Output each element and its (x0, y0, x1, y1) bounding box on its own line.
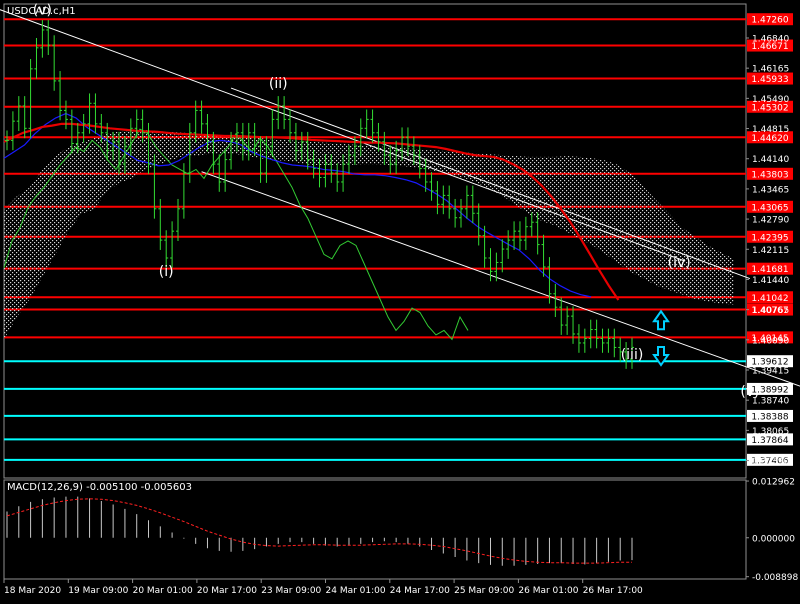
resistance-label: 1.41681 (751, 265, 788, 275)
lagging-line (3, 128, 469, 341)
channel-line (201, 171, 800, 387)
time-label: 19 Mar 09:00 (68, 586, 128, 596)
direction-arrows (652, 309, 670, 367)
time-label: 20 Mar 01:00 (133, 586, 193, 596)
support-levels (4, 360, 746, 461)
resistance-label-box (747, 13, 793, 26)
price-axis: 1.47260 1.46671 1.45933 1.45302 1.44620 1.438… (746, 13, 793, 467)
price-tick-label: 1.42790 (752, 216, 789, 226)
up-arrow-icon (652, 309, 670, 331)
blue-line (3, 112, 592, 298)
price-tick-label: 1.43465 (752, 185, 789, 195)
price-tick-label: 1.46165 (752, 65, 789, 75)
macd-label: MACD(12,26,9) -0.005100 -0.005603 (7, 482, 192, 493)
red-line (3, 122, 620, 301)
support-label-box (747, 355, 793, 368)
support-label: 1.37864 (751, 436, 788, 446)
price-tick-label: 1.45490 (752, 95, 789, 105)
resistance-label: 1.43803 (751, 170, 788, 180)
price-tick-label: 1.39415 (752, 367, 789, 377)
macd-signal-line (6, 498, 632, 564)
wave-label: (i) (159, 264, 174, 280)
price-tick-label: 1.44140 (752, 155, 789, 165)
price-tick-label: 1.46840 (752, 34, 789, 44)
time-axis: 18 Mar 2020 19 Mar 09:00 20 Mar 01:00 20 Ma… (3, 579, 643, 596)
support-label-box (747, 409, 793, 422)
price-tick-label: 1.41440 (752, 276, 789, 286)
wave-label: (v) (33, 2, 52, 18)
indicator-lines (3, 112, 620, 341)
down-arrow-icon (652, 346, 670, 367)
ichimoku-cloud (4, 130, 734, 340)
support-label-box (747, 382, 793, 395)
resistance-label-box (747, 200, 793, 213)
channel-line (0, 9, 686, 262)
price-bars (5, 20, 634, 369)
resistance-label: 1.44620 (751, 134, 788, 144)
resistance-label-box (747, 331, 793, 344)
resistance-label: 1.45933 (751, 75, 788, 85)
time-label: 26 Mar 01:00 (518, 586, 578, 596)
macd-panel-frame (3, 479, 747, 580)
support-label: 1.38992 (751, 385, 788, 395)
time-label: 24 Mar 01:00 (326, 586, 386, 596)
support-label-box (747, 453, 793, 466)
price-tick-label: 1.38065 (752, 427, 789, 437)
support-label: 1.37406 (751, 456, 788, 466)
cloud-area (4, 130, 734, 340)
resistance-label-box (747, 131, 793, 144)
time-label: 24 Mar 17:00 (390, 586, 450, 596)
support-label: 1.38388 (751, 412, 788, 422)
resistance-label-box (747, 303, 793, 316)
time-label: 26 Mar 17:00 (583, 586, 643, 596)
resistance-label-box (747, 100, 793, 113)
macd-series (6, 496, 633, 566)
resistance-label-box (747, 291, 793, 304)
support-label: 1.39612 (751, 358, 788, 368)
resistance-label: 1.41042 (751, 294, 788, 304)
resistance-label: 1.46671 (751, 42, 788, 52)
macd-tick-label: 0.000000 (752, 534, 795, 544)
macd-tick-label: 0.012962 (752, 478, 795, 488)
resistance-label-box (747, 39, 793, 52)
channel-line (230, 87, 751, 280)
resistance-label: 1.43065 (751, 203, 788, 213)
price-tick-label: 1.44815 (752, 125, 789, 135)
trend-channel (0, 9, 800, 387)
price-tick-label: 1.42115 (752, 246, 789, 256)
support-label-box (747, 433, 793, 446)
resistance-label: 1.42395 (751, 233, 788, 243)
resistance-label-box (747, 167, 793, 180)
macd-axis: 0.012962 0.000000 -0.008898 (746, 478, 798, 583)
wave-label: (iv) (668, 255, 691, 271)
time-label: 23 Mar 09:00 (261, 586, 321, 596)
macd-tick-label: -0.008898 (752, 573, 798, 583)
price-tick-label: 1.38740 (752, 397, 789, 407)
resistance-label-box (747, 230, 793, 243)
resistance-label: 1.40767 (751, 306, 788, 316)
resistance-label-box (747, 262, 793, 275)
price-tick-label: 1.40090 (752, 336, 789, 346)
wave-label: (ii) (269, 76, 288, 92)
time-label: 18 Mar 2020 (4, 586, 61, 596)
time-label: 25 Mar 09:00 (454, 586, 514, 596)
resistance-label: 1.40145 (751, 334, 788, 344)
symbol-label: USDCAD.c,H1 (7, 6, 76, 17)
wave-label: (iii) (621, 347, 644, 363)
resistance-label: 1.45302 (751, 103, 788, 113)
resistance-label: 1.47260 (751, 16, 788, 26)
time-label: 20 Mar 17:00 (197, 586, 257, 596)
resistance-levels (4, 18, 746, 339)
price-tick-label: 1.40765 (752, 306, 789, 316)
price-tick-label: 1.37390 (752, 457, 789, 467)
resistance-label-box (747, 72, 793, 85)
